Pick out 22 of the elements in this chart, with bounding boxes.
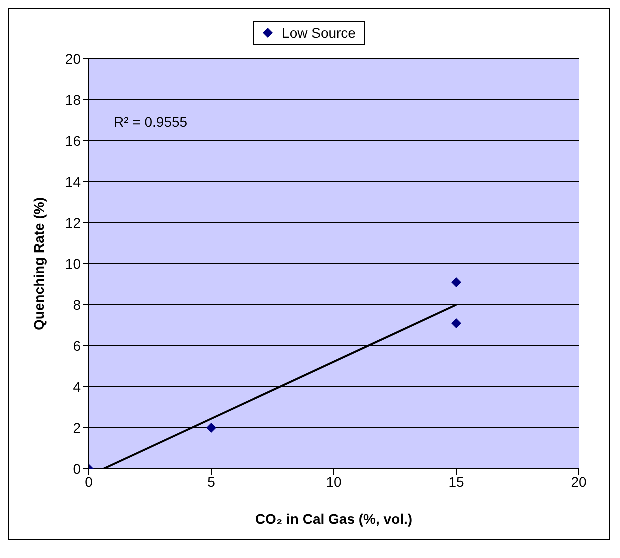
y-tick-label: 20 — [65, 50, 82, 67]
y-tick-label: 8 — [73, 296, 82, 313]
y-axis-title: Quenching Rate (%) — [30, 197, 47, 331]
y-tick-label: 2 — [73, 420, 82, 436]
y-tick-label: 18 — [65, 92, 82, 108]
x-tick-label: 10 — [326, 474, 342, 490]
x-tick-label: 20 — [571, 474, 587, 490]
x-axis-title: CO₂ in Cal Gas (%, vol.) — [255, 511, 413, 527]
y-tick-label: 16 — [65, 132, 82, 149]
point — [452, 318, 462, 328]
y-tick-label: 14 — [65, 174, 82, 190]
annotation: R² = 0.9555 — [114, 114, 188, 130]
y-tick-label: 6 — [73, 338, 82, 354]
y-tick-label: 12 — [65, 214, 82, 231]
x-tick-label: 0 — [85, 474, 94, 490]
legend-label: Low Source — [281, 25, 356, 41]
y-tick-label: 0 — [73, 460, 82, 477]
x-tick-label: 5 — [208, 474, 216, 490]
point — [452, 277, 462, 288]
x-tick-label: 15 — [448, 474, 464, 490]
y-tick-label: 10 — [65, 256, 82, 272]
y-tick-label: 4 — [73, 378, 82, 395]
